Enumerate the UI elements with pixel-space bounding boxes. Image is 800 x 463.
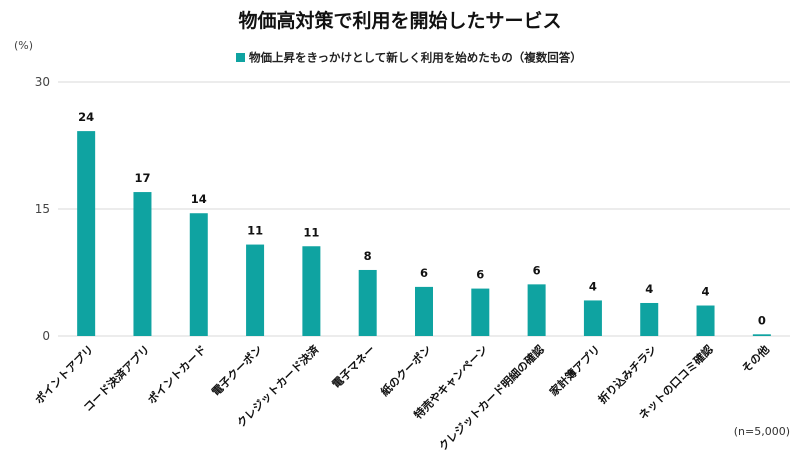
y-axis-ticks: 0 15 30 <box>35 75 50 343</box>
chart-title: 物価高対策で利用を開始したサービス <box>238 9 561 32</box>
bar <box>696 305 715 336</box>
data-label: 8 <box>364 249 372 263</box>
x-tick-label: 折り込みチラシ <box>595 342 659 406</box>
x-tick-label: その他 <box>739 342 772 375</box>
legend-swatch <box>236 53 245 62</box>
data-label: 6 <box>420 266 428 280</box>
x-tick-label: 電子クーポン <box>209 342 266 399</box>
data-labels: 24 17 14 11 11 8 6 6 6 4 4 4 0 <box>78 110 766 327</box>
data-label: 4 <box>702 285 710 299</box>
data-label: 4 <box>645 282 653 296</box>
bar <box>527 284 546 336</box>
x-tick-label: ポイントカード <box>145 342 209 406</box>
legend: 物価上昇をきっかけとして新しく利用を始めたもの（複数回答） <box>236 51 582 65</box>
bar <box>189 213 208 336</box>
x-tick-label: 電子マネー <box>330 343 378 391</box>
data-label: 14 <box>191 192 207 206</box>
bar <box>358 269 377 336</box>
x-tick-label: 紙のクーポン <box>378 342 435 399</box>
data-label: 11 <box>247 224 263 238</box>
y-tick-label: 15 <box>35 202 50 216</box>
bar <box>640 302 659 336</box>
bar <box>133 192 152 336</box>
data-label: 11 <box>303 225 319 239</box>
data-label: 0 <box>758 313 766 327</box>
x-tick-label: ポイントアプリ <box>32 342 96 406</box>
bar <box>752 334 771 336</box>
bars <box>77 131 771 336</box>
sample-size-note: (n=5,000) <box>734 425 790 438</box>
bar <box>415 286 433 336</box>
data-label: 17 <box>134 171 150 185</box>
bar <box>77 131 96 336</box>
y-axis-unit: (%) <box>14 39 33 52</box>
y-tick-label: 0 <box>42 329 50 343</box>
bar <box>583 300 602 336</box>
bar <box>302 246 321 336</box>
data-label: 24 <box>78 110 94 124</box>
x-tick-label: クレジットカード明細の確認 <box>436 342 547 453</box>
bar <box>246 244 265 336</box>
legend-label: 物価上昇をきっかけとして新しく利用を始めたもの（複数回答） <box>249 51 582 65</box>
data-label: 4 <box>589 279 597 293</box>
data-label: 6 <box>476 268 484 282</box>
data-label: 6 <box>533 263 541 277</box>
x-tick-label: 家計簿アプリ <box>546 342 603 399</box>
y-tick-label: 30 <box>35 75 50 89</box>
bar <box>471 288 490 336</box>
